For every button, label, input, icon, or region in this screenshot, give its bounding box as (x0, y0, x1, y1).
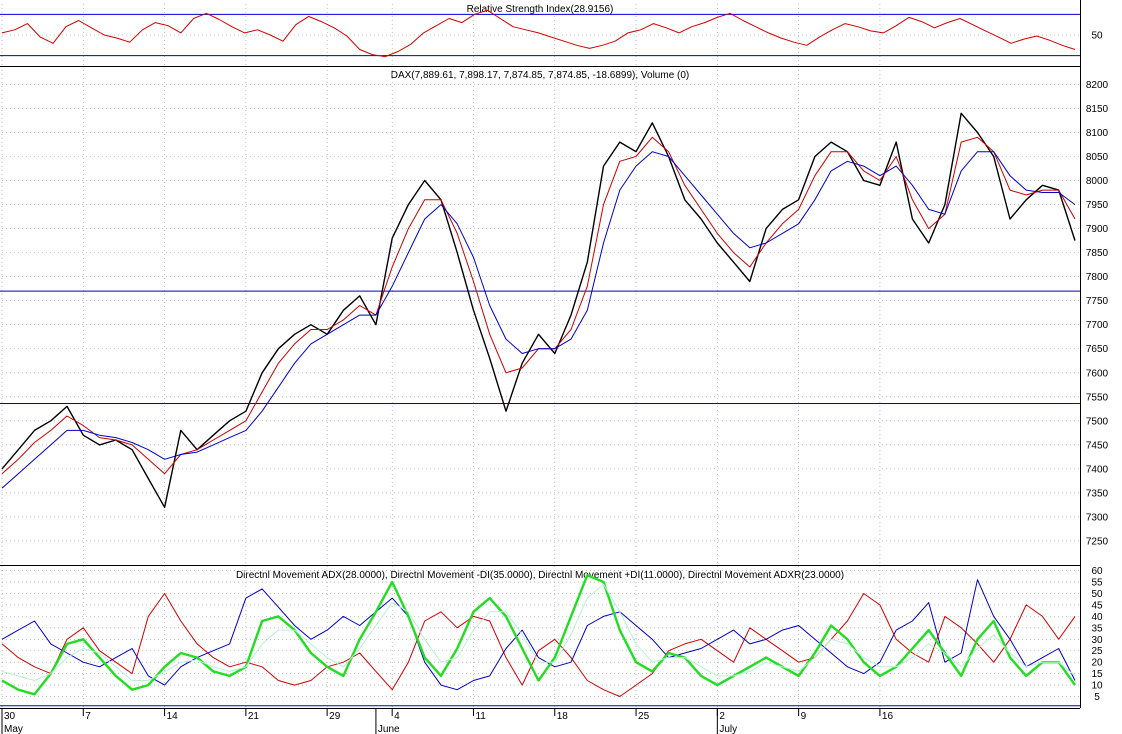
dmi-series-line-3 (1, 583, 1076, 681)
price-y-tick-label: 8200 (1086, 80, 1109, 91)
reference-lines (0, 13, 1080, 707)
x-tick-label: 18 (557, 711, 569, 722)
x-tick-label: 4 (394, 711, 400, 722)
price-y-tick-label: 7900 (1086, 224, 1109, 235)
dmi-y-tick-label: 45 (1091, 600, 1103, 611)
dmi-y-tick-label: 60 (1091, 566, 1103, 577)
x-tick-label: 2 (719, 711, 725, 722)
axis-labels: 5072507300735074007450750075507600765077… (1, 31, 1109, 734)
dmi-y-tick-label: 25 (1091, 646, 1103, 657)
dmi-y-tick-label: 20 (1091, 658, 1103, 669)
price-y-tick-label: 7950 (1086, 200, 1109, 211)
dmi-y-tick-label: 35 (1091, 623, 1103, 634)
x-tick-label: 16 (882, 711, 894, 722)
dmi-y-tick-label: 55 (1091, 578, 1103, 589)
price-panel-title: DAX(7,889.61, 7,898.17, 7,874.85, 7,874.… (391, 70, 690, 81)
x-tick-label: 7 (85, 711, 91, 722)
price-y-tick-label: 7250 (1086, 536, 1109, 547)
price-y-tick-label: 7700 (1086, 320, 1109, 331)
price-y-tick-label: 8050 (1086, 152, 1109, 163)
price-y-tick-label: 7500 (1086, 416, 1109, 427)
rsi-series-line-0 (1, 9, 1076, 58)
dmi-series-line-0 (1, 593, 1076, 697)
gridlines (1, 4, 1080, 708)
dmi-series-line-1 (1, 579, 1076, 691)
month-label: May (4, 724, 23, 734)
price-series-line-2 (1, 151, 1076, 489)
dmi-panel-title: Directnl Movement ADX(28.0000), Directnl… (236, 570, 844, 581)
price-y-tick-label: 8150 (1086, 104, 1109, 115)
rsi-panel-title: Relative Strength Index(28.9156) (467, 4, 614, 15)
price-y-tick-label: 7350 (1086, 488, 1109, 499)
dmi-y-tick-label: 30 (1091, 635, 1103, 646)
data-series (1, 9, 1076, 697)
x-tick-label: 9 (801, 711, 807, 722)
dmi-y-tick-label: 50 (1091, 589, 1103, 600)
price-y-tick-label: 7650 (1086, 344, 1109, 355)
month-label: June (378, 724, 400, 734)
price-y-tick-label: 7850 (1086, 248, 1109, 259)
price-y-tick-label: 8000 (1086, 176, 1109, 187)
rsi-y-tick-label: 50 (1091, 31, 1103, 42)
price-y-tick-label: 7300 (1086, 512, 1109, 523)
dmi-y-tick-label: 15 (1091, 669, 1103, 680)
price-y-tick-label: 7550 (1086, 392, 1109, 403)
x-tick-label: 30 (4, 711, 16, 722)
price-y-tick-label: 7600 (1086, 368, 1109, 379)
dmi-y-tick-label: 40 (1091, 612, 1103, 623)
x-tick-label: 29 (329, 711, 341, 722)
month-label: July (719, 724, 737, 734)
price-y-tick-label: 7400 (1086, 464, 1109, 475)
price-y-tick-label: 7750 (1086, 296, 1109, 307)
x-tick-label: 25 (638, 711, 650, 722)
dmi-y-tick-label: 5 (1094, 692, 1100, 703)
x-tick-label: 21 (248, 711, 260, 722)
price-y-tick-label: 7450 (1086, 440, 1109, 451)
x-tick-label: 11 (475, 711, 486, 722)
price-series-line-0 (1, 112, 1076, 508)
price-y-tick-label: 8100 (1086, 128, 1109, 139)
dmi-y-tick-label: 10 (1091, 681, 1103, 692)
price-y-tick-label: 7800 (1086, 272, 1109, 283)
panel-frames (0, 0, 1081, 709)
x-tick-label: 14 (167, 711, 179, 722)
